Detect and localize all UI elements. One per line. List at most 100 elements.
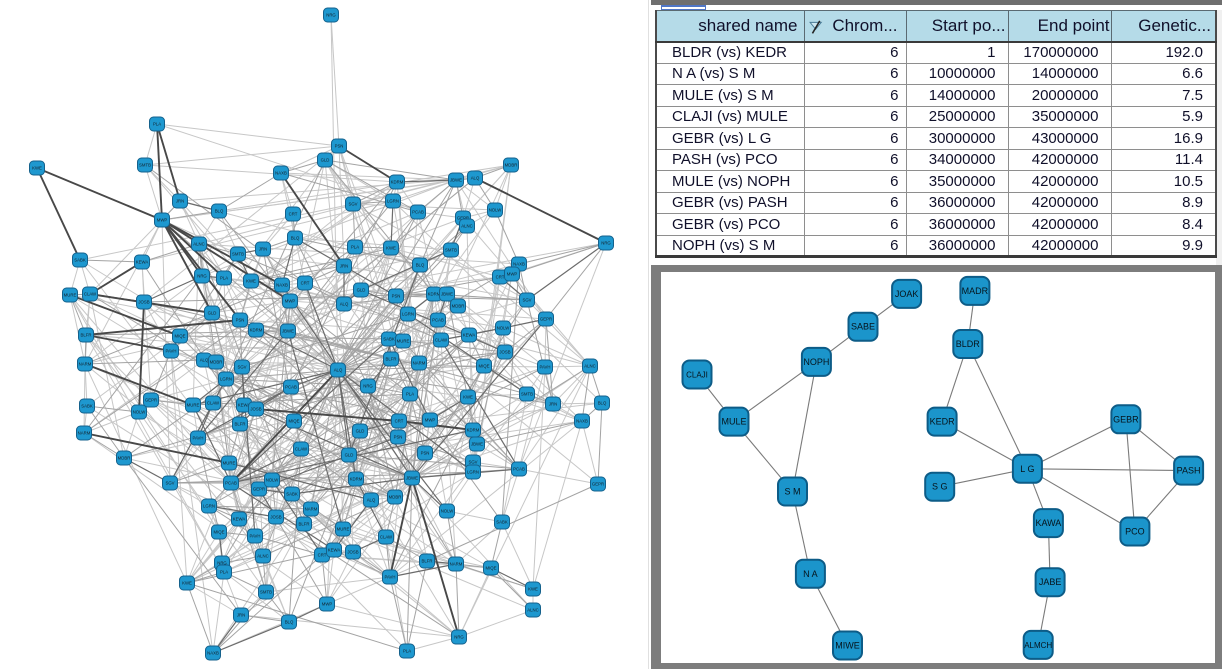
svg-text:JRN: JRN <box>176 199 184 204</box>
svg-text:NARM: NARM <box>413 361 426 366</box>
svg-text:BLFR: BLFR <box>81 333 92 338</box>
svg-text:ALNC: ALNC <box>461 224 472 229</box>
svg-text:BLFR: BLFR <box>386 357 397 362</box>
svg-text:MDBR: MDBR <box>389 495 402 500</box>
svg-text:PLA: PLA <box>403 649 411 654</box>
svg-text:KEDR: KEDR <box>930 417 956 427</box>
svg-text:SABK: SABK <box>74 258 86 263</box>
svg-text:PASH: PASH <box>1177 466 1201 476</box>
svg-text:ALNC: ALNC <box>257 554 268 559</box>
svg-text:ALQ: ALQ <box>334 368 343 373</box>
svg-text:GLD: GLD <box>208 311 217 316</box>
svg-text:KWE: KWE <box>32 166 42 171</box>
svg-text:SMTB: SMTB <box>232 252 244 257</box>
svg-text:MURE: MURE <box>337 527 350 532</box>
svg-text:MDBR: MDBR <box>118 456 131 461</box>
svg-text:NARM: NARM <box>450 562 463 567</box>
svg-text:NARM: NARM <box>305 507 318 512</box>
svg-text:PCAB: PCAB <box>225 481 237 486</box>
svg-text:ALNC: ALNC <box>527 608 538 613</box>
svg-text:KEWA: KEWA <box>238 403 251 408</box>
svg-text:N A: N A <box>803 569 818 579</box>
svg-text:PLA: PLA <box>351 245 359 250</box>
svg-text:ALQ: ALQ <box>340 302 349 307</box>
svg-text:JBWE: JBWE <box>282 329 294 334</box>
svg-text:CRT: CRT <box>318 553 327 558</box>
svg-text:GEPR: GEPR <box>540 317 552 322</box>
svg-text:L G: L G <box>1020 464 1034 474</box>
svg-text:KEWA: KEWA <box>328 548 341 553</box>
svg-text:NRG: NRG <box>217 561 227 566</box>
svg-text:KDRM: KDRM <box>250 328 263 333</box>
svg-text:JRN: JRN <box>549 402 557 407</box>
svg-text:MIQE: MIQE <box>486 566 497 571</box>
svg-text:GLD: GLD <box>357 288 366 293</box>
svg-text:SMTB: SMTB <box>139 163 151 168</box>
svg-text:CLAJI: CLAJI <box>686 371 708 380</box>
svg-text:JBWE: JBWE <box>450 178 462 183</box>
svg-text:LGRN: LGRN <box>467 470 479 475</box>
svg-text:PSN: PSN <box>236 318 245 323</box>
svg-text:GLD: GLD <box>345 453 354 458</box>
svg-text:KDRM: KDRM <box>391 180 404 185</box>
svg-text:MIQE: MIQE <box>479 364 490 369</box>
svg-text:CRT: CRT <box>395 419 404 424</box>
svg-text:ALQ: ALQ <box>200 358 209 363</box>
svg-text:JOSB: JOSB <box>347 550 358 555</box>
svg-text:BLQ: BLQ <box>598 401 607 406</box>
svg-text:NRG: NRG <box>326 13 336 18</box>
svg-text:KWE: KWE <box>528 587 538 592</box>
svg-text:SGV: SGV <box>522 298 531 303</box>
svg-text:BLQ: BLQ <box>285 620 294 625</box>
svg-text:GEPR: GEPR <box>145 398 157 403</box>
svg-text:PLA: PLA <box>220 276 228 281</box>
svg-text:PAVH: PAVH <box>384 575 395 580</box>
svg-text:NRG: NRG <box>454 635 464 640</box>
svg-text:SGV: SGV <box>165 481 174 486</box>
svg-text:NARM: NARM <box>79 362 92 367</box>
svg-text:KDRM: KDRM <box>428 292 441 297</box>
svg-text:MADR: MADR <box>962 286 989 296</box>
svg-text:MWP: MWP <box>425 418 436 423</box>
svg-text:JOSB: JOSB <box>138 300 149 305</box>
svg-text:GLD: GLD <box>321 158 330 163</box>
svg-text:MWP: MWP <box>322 602 333 607</box>
svg-text:JOSB: JOSB <box>250 407 261 412</box>
svg-text:ALNC: ALNC <box>193 242 204 247</box>
svg-text:KEWA: KEWA <box>136 260 149 265</box>
svg-text:NOLW: NOLW <box>497 326 511 331</box>
svg-text:NOPH: NOPH <box>803 357 829 367</box>
svg-text:SGV: SGV <box>468 460 477 465</box>
svg-text:S M: S M <box>784 487 800 497</box>
svg-text:MIQE: MIQE <box>175 334 186 339</box>
svg-text:CLAW: CLAW <box>84 292 97 297</box>
svg-text:NAXB: NAXB <box>576 419 588 424</box>
svg-text:NAXB: NAXB <box>207 651 219 656</box>
svg-text:SMTB: SMTB <box>445 248 457 253</box>
svg-text:SMTB: SMTB <box>521 392 533 397</box>
svg-text:KWE: KWE <box>463 395 473 400</box>
svg-text:GEPR: GEPR <box>253 487 265 492</box>
svg-text:KEWA: KEWA <box>233 517 246 522</box>
svg-text:NOLW: NOLW <box>133 410 147 415</box>
svg-text:PCAB: PCAB <box>513 467 525 472</box>
svg-text:PCAB: PCAB <box>412 210 424 215</box>
svg-text:CRT: CRT <box>496 275 505 280</box>
svg-text:PLA: PLA <box>153 122 161 127</box>
svg-text:MULE: MULE <box>721 417 746 427</box>
svg-text:PCO: PCO <box>1125 527 1145 537</box>
svg-text:JBWE: JBWE <box>471 442 483 447</box>
svg-text:PLA: PLA <box>406 392 414 397</box>
svg-text:MWP: MWP <box>507 272 518 277</box>
svg-text:PCAB: PCAB <box>285 385 297 390</box>
svg-text:CLAW: CLAW <box>380 535 393 540</box>
svg-text:MURE: MURE <box>64 293 77 298</box>
svg-text:PLA: PLA <box>220 570 228 575</box>
svg-text:MURE: MURE <box>397 339 410 344</box>
svg-text:MDBR: MDBR <box>505 163 518 168</box>
svg-text:LGRN: LGRN <box>402 312 414 317</box>
svg-text:KDRM: KDRM <box>467 428 480 433</box>
svg-text:SGV: SGV <box>348 202 357 207</box>
svg-text:NOLW: NOLW <box>266 478 280 483</box>
svg-text:NRG: NRG <box>601 241 611 246</box>
